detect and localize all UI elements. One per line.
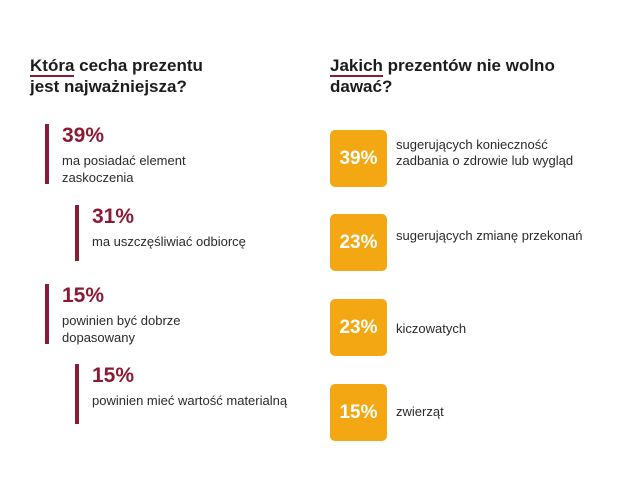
- left-title-rest: cecha prezentu: [74, 56, 203, 75]
- right-title-line2: dawać?: [330, 77, 393, 96]
- percent-badge: 15%: [330, 384, 387, 441]
- stat-percent: 15%: [92, 364, 135, 387]
- stat-item: 15% powinien mieć wartość materialną: [75, 364, 292, 424]
- badge-description: zwierząt: [396, 404, 444, 419]
- stat-description: ma posiadać element zaskoczenia: [62, 153, 186, 185]
- stat-description: ma uszczęśliwiać odbiorcę: [92, 234, 246, 249]
- stat-percent: 15%: [62, 284, 105, 307]
- stat-description: powinien mieć wartość materialną: [92, 393, 288, 408]
- badge-description: kiczowatych: [396, 321, 467, 336]
- stat-percent: 31%: [92, 205, 135, 228]
- right-title-rest: prezentów nie wolno: [382, 56, 555, 75]
- percent-badge: 39%: [330, 130, 387, 187]
- left-title-highlight: Która: [30, 56, 75, 77]
- percent-badge: 23%: [330, 299, 387, 356]
- percent-badge: 23%: [330, 214, 387, 271]
- left-column-title: Która cecha prezentu jest najważniejsza?: [30, 55, 270, 97]
- stat-item: 15% powinien być dobrze dopasowany: [45, 284, 252, 345]
- right-column-title: Jakich prezentów nie wolno dawać?: [330, 55, 600, 97]
- stat-percent: 39%: [62, 124, 105, 147]
- stat-item: 39% ma posiadać element zaskoczenia: [45, 124, 252, 185]
- left-title-line2: jest najważniejsza?: [30, 77, 187, 96]
- stat-description: powinien być dobrze dopasowany: [62, 313, 181, 345]
- right-title-highlight: Jakich: [330, 56, 383, 77]
- badge-description: sugerujących zmianę przekonań: [396, 228, 583, 243]
- stat-item: 31% ma uszczęśliwiać odbiorcę: [75, 205, 292, 261]
- badge-description: sugerujących konieczność zadbania o zdro…: [396, 137, 574, 168]
